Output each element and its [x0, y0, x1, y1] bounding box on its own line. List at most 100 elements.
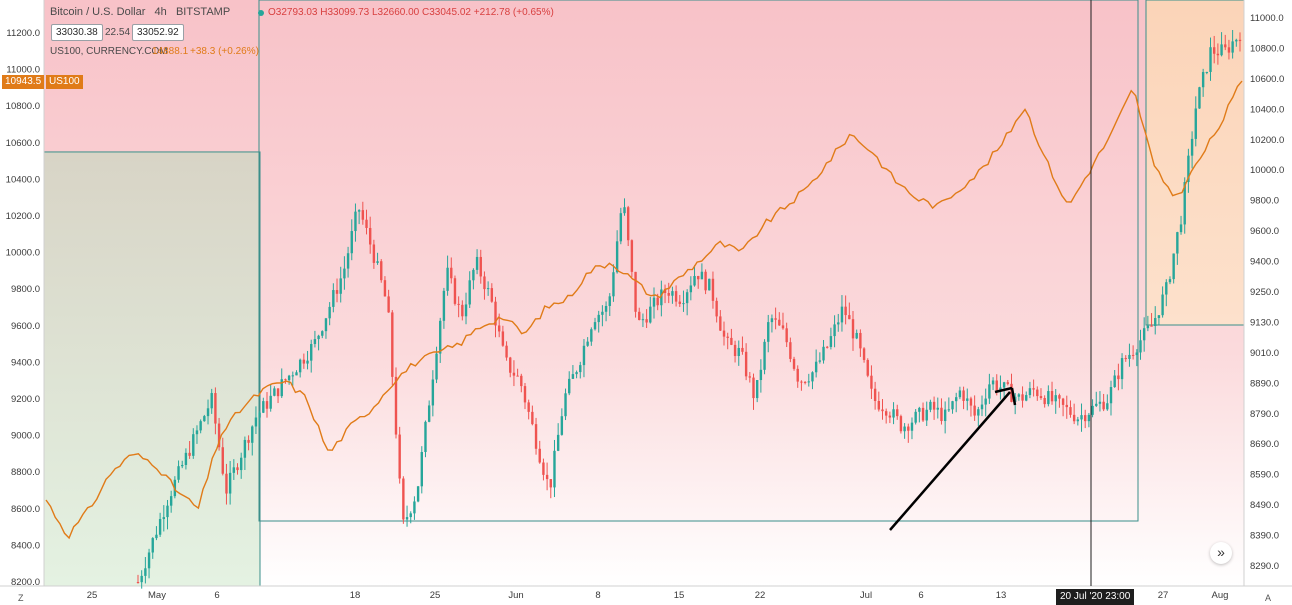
candle-body [262, 401, 265, 413]
left-axis-tick: 10000.0 [6, 248, 40, 259]
candle-body [490, 288, 494, 302]
candle-body [781, 325, 785, 329]
candle-body [1209, 47, 1212, 72]
candle-body [999, 387, 1002, 391]
candle-body [479, 256, 482, 277]
candle-body [1128, 354, 1131, 359]
candle-body [269, 395, 272, 409]
candle-body [1120, 358, 1124, 380]
candle-body [140, 575, 143, 583]
candle-body [700, 271, 704, 280]
left-axis-panel [0, 0, 44, 586]
candle-body [298, 359, 302, 373]
candle-body [155, 534, 158, 539]
candle-body [918, 407, 921, 412]
candle-body [343, 268, 346, 279]
candle-body [678, 301, 681, 304]
candle-body [822, 346, 825, 361]
candle-body [1054, 395, 1057, 402]
log-scale-toggle[interactable]: Z [18, 593, 24, 603]
candle-body [962, 390, 965, 401]
ask-button[interactable]: 33052.92 [132, 24, 184, 41]
candle-body [593, 322, 597, 330]
candle-body [192, 434, 195, 456]
candle-body [313, 339, 317, 345]
candle-body [368, 227, 372, 245]
candle-body [435, 353, 438, 380]
candle-body [1106, 403, 1109, 410]
interval-label: 4h [154, 6, 167, 18]
candle-body [896, 409, 899, 417]
candle-body [284, 379, 287, 381]
candle-body [807, 381, 810, 383]
candle-body [877, 401, 881, 410]
auto-scale-toggle[interactable]: A [1265, 593, 1272, 603]
candle-body [899, 416, 903, 432]
candle-body [704, 271, 707, 291]
candle-body [1205, 71, 1209, 73]
candle-body [969, 398, 973, 406]
candle-body [1043, 398, 1046, 405]
candle-body [472, 269, 475, 281]
candle-body [181, 464, 184, 467]
candle-body [416, 486, 420, 502]
candle-body [295, 372, 298, 376]
candle-body [258, 412, 261, 418]
compare-symbol-badge: US100 [46, 75, 83, 89]
candle-body [387, 296, 390, 313]
candle-body [210, 393, 213, 409]
right-axis-tick: 8390.0 [1250, 531, 1279, 542]
candle-body [361, 210, 365, 220]
candle-body [1017, 394, 1021, 397]
bid-button[interactable]: 33030.38 [51, 24, 103, 41]
left-axis-tick: 11000.0 [6, 65, 40, 76]
candle-body [619, 213, 623, 242]
candle-body [251, 426, 254, 443]
compare-symbol[interactable]: US100, CURRENCY.COM [50, 46, 168, 57]
candle-body [420, 452, 423, 487]
candle-body [1238, 39, 1242, 42]
double-chevron-right-icon[interactable]: » [1210, 542, 1232, 564]
candle-body [1080, 415, 1083, 420]
candle-body [357, 210, 361, 212]
candle-body [848, 315, 851, 320]
candle-body [1117, 375, 1120, 380]
range-box-middle [258, 0, 1139, 522]
candle-body [763, 341, 766, 370]
time-axis-tick: 22 [755, 590, 766, 601]
candle-body [409, 513, 412, 518]
candle-body [354, 211, 357, 232]
candle-body [214, 393, 217, 424]
candle-body [228, 472, 232, 494]
candle-body [958, 390, 962, 398]
candle-body [1154, 318, 1157, 327]
symbol-title[interactable]: Bitcoin / U.S. Dollar 4h BITSTAMP [50, 6, 230, 18]
candle-body [136, 582, 140, 583]
candle-body [328, 306, 331, 319]
candle-body [1150, 325, 1153, 327]
candle-body [538, 448, 541, 463]
candle-body [169, 496, 173, 506]
candle-body [1076, 419, 1080, 422]
candle-body [427, 405, 431, 422]
candle-body [914, 411, 917, 423]
candle-body [1058, 395, 1061, 399]
candle-body [752, 377, 755, 399]
candle-body [453, 278, 457, 304]
candle-body [715, 300, 718, 317]
candle-body [943, 409, 947, 422]
right-axis-tick: 8790.0 [1250, 409, 1279, 420]
candle-body [1213, 47, 1216, 54]
candle-body [881, 409, 884, 412]
candle-body [741, 347, 744, 352]
candle-body [1157, 315, 1161, 319]
candle-body [464, 304, 468, 317]
candle-body [560, 416, 564, 435]
candle-body [977, 409, 980, 416]
candle-body [1187, 155, 1190, 183]
candle-body [450, 267, 453, 279]
candle-body [1168, 279, 1172, 283]
candle-body [829, 336, 833, 347]
